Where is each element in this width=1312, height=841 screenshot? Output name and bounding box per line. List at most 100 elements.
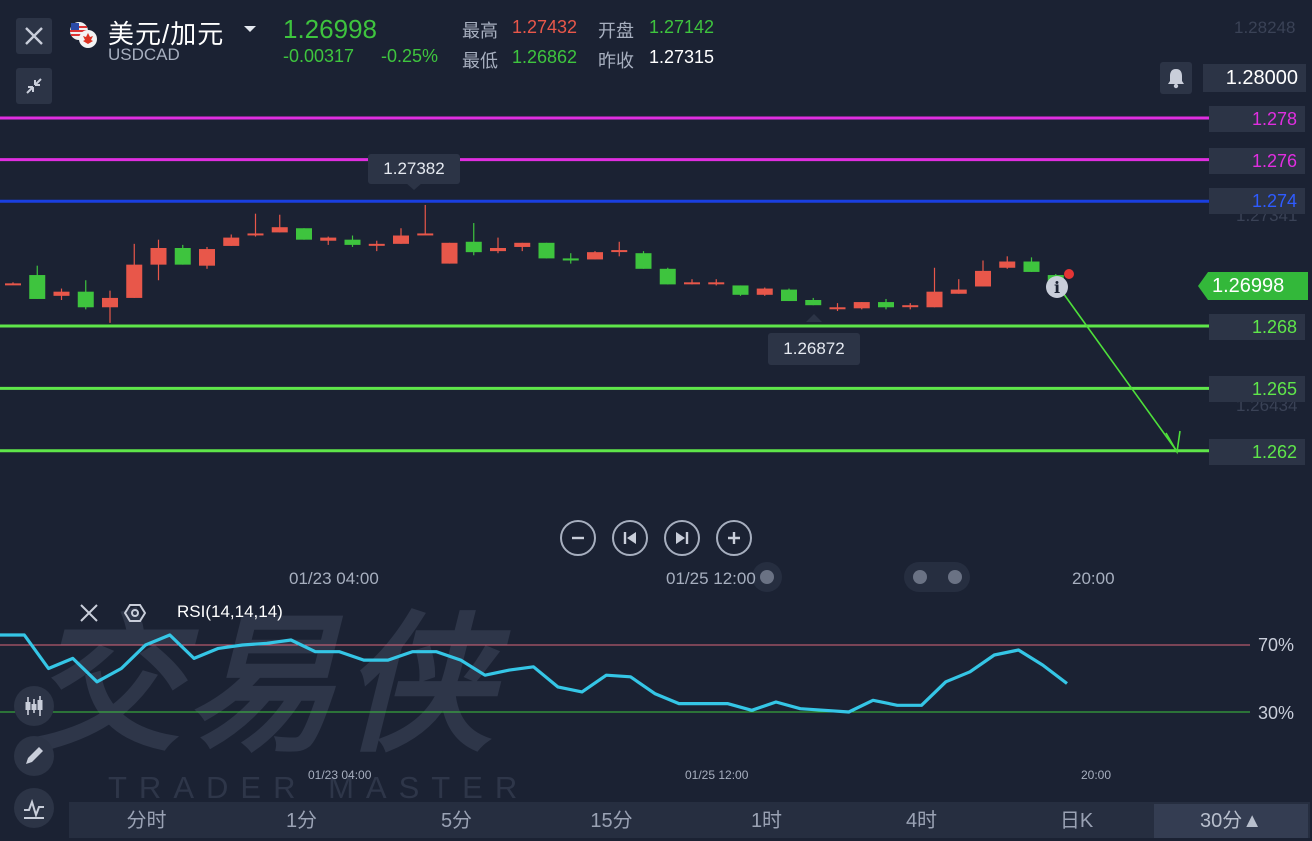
candle <box>708 279 725 286</box>
bell-icon <box>1168 69 1184 89</box>
candle <box>53 288 70 300</box>
time-label-2: 01/25 12:00 <box>666 569 756 588</box>
price-chart[interactable]: i <box>0 0 1312 500</box>
candle <box>490 237 506 254</box>
candle <box>902 303 919 310</box>
candle <box>320 236 337 245</box>
rsi-30-label: 30% <box>1258 703 1295 723</box>
candle <box>77 280 94 310</box>
candle <box>829 303 846 312</box>
flag-icon <box>68 20 104 50</box>
watermark-logo: 交易侠 <box>30 601 499 769</box>
draw-tool-button[interactable] <box>14 736 54 776</box>
tab-5m[interactable]: 5分 <box>440 810 473 832</box>
level-label-1278: 1.278 <box>1209 106 1305 132</box>
candle <box>296 228 312 240</box>
rsi-label: RSI(14,14,14) <box>177 602 283 621</box>
tab-1d[interactable]: 日K <box>1059 810 1094 832</box>
tab-15m[interactable]: 15分 <box>590 810 633 832</box>
candle <box>514 242 531 252</box>
symbol-dropdown-icon[interactable] <box>242 22 258 41</box>
rsi-time-label-2: 01/25 12:00 <box>685 768 749 782</box>
rsi-close-icon[interactable] <box>78 602 100 629</box>
time-label-3: 20:00 <box>1072 569 1115 588</box>
scroll-dot-pair[interactable] <box>904 562 970 592</box>
candle <box>975 260 991 287</box>
candle <box>781 288 797 302</box>
prev-close-value: 1.27315 <box>649 47 715 67</box>
rsi-70-label: 70% <box>1258 635 1295 655</box>
candle <box>611 241 628 257</box>
candle <box>417 204 434 236</box>
scroll-dot-1[interactable] <box>752 562 782 592</box>
candle <box>732 285 749 296</box>
plus-icon <box>728 532 740 544</box>
candle <box>102 290 118 323</box>
candle <box>878 298 894 310</box>
tab-30m-active[interactable]: 30分▲ <box>1154 804 1308 838</box>
candle <box>126 243 143 298</box>
level-label-1262: 1.262 <box>1209 439 1305 465</box>
last-price: 1.26998 <box>283 14 377 44</box>
zoom-in-button[interactable] <box>716 520 752 556</box>
high-label: 最高 <box>462 21 498 41</box>
candle-type-button[interactable] <box>14 686 54 726</box>
symbol-name[interactable]: 美元/加元 <box>108 19 225 49</box>
alert-price-label[interactable]: 1.28000 <box>1203 64 1306 92</box>
alert-button[interactable] <box>1160 62 1192 94</box>
candle <box>441 242 458 264</box>
prev-close-label: 昨收 <box>598 51 634 71</box>
candle <box>223 234 240 246</box>
zoom-out-button[interactable] <box>560 520 596 556</box>
price-change-pct: -0.25% <box>381 46 439 66</box>
symbol-code: USDCAD <box>108 45 180 64</box>
candle <box>344 235 361 247</box>
minus-icon <box>572 536 584 540</box>
rsi-time-label-1: 01/23 04:00 <box>308 768 372 782</box>
candle <box>247 213 264 237</box>
rsi-chart[interactable] <box>0 600 1312 800</box>
tab-1h[interactable]: 1时 <box>750 810 783 832</box>
scroll-start-button[interactable] <box>612 520 648 556</box>
skip-back-icon <box>623 532 636 544</box>
low-label: 最低 <box>462 51 498 71</box>
tab-4h[interactable]: 4时 <box>905 810 938 832</box>
rsi-time-label-3: 20:00 <box>1081 768 1112 782</box>
open-value: 1.27142 <box>649 17 715 37</box>
close-button[interactable] <box>16 18 52 54</box>
axis-price-top: 1.28248 <box>1234 18 1296 37</box>
level-label-1274: 1.274 <box>1209 188 1305 214</box>
candle <box>368 240 385 252</box>
low-callout: 1.26872 <box>768 333 860 365</box>
info-icon[interactable] <box>1046 276 1068 298</box>
candlestick-icon <box>25 696 43 716</box>
candle <box>465 223 482 256</box>
candle <box>587 251 603 260</box>
collapse-button[interactable] <box>16 68 52 104</box>
candle <box>538 242 555 259</box>
high-callout: 1.27382 <box>368 154 460 184</box>
candle <box>5 282 21 286</box>
tab-tick[interactable]: 分时 <box>126 810 167 832</box>
candle <box>659 267 676 285</box>
current-price-tag: 1.26998 <box>1198 272 1308 300</box>
close-icon <box>25 27 43 45</box>
candle <box>271 214 288 233</box>
candle <box>950 279 967 294</box>
open-label: 开盘 <box>598 21 634 41</box>
candle <box>684 279 700 285</box>
tab-1m[interactable]: 1分 <box>285 810 318 832</box>
skip-forward-icon <box>676 532 689 544</box>
scroll-end-button[interactable] <box>664 520 700 556</box>
current-price-value: 1.26998 <box>1212 275 1285 297</box>
rsi-settings-icon[interactable] <box>123 602 147 629</box>
candle <box>635 251 652 269</box>
level-label-1265: 1.265 <box>1209 376 1305 402</box>
svg-text:i: i <box>1054 278 1060 297</box>
indicator-button[interactable] <box>14 788 54 828</box>
candle <box>29 265 46 299</box>
level-label-1276: 1.276 <box>1209 148 1305 174</box>
price-change: -0.00317 <box>283 46 355 66</box>
event-dot <box>1064 269 1074 279</box>
